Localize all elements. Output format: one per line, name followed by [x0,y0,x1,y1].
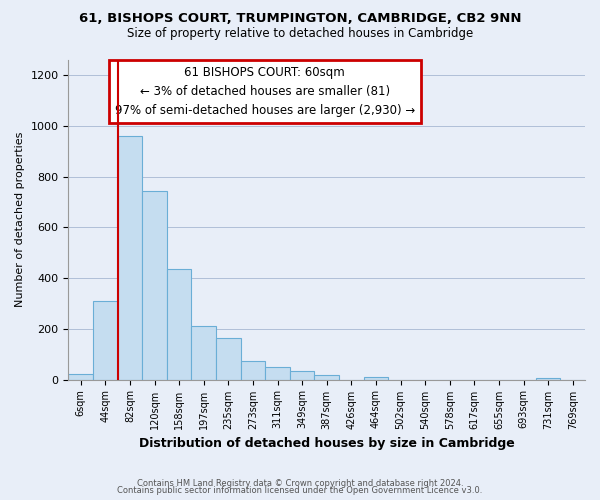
Bar [93,301,118,380]
X-axis label: Distribution of detached houses by size in Cambridge: Distribution of detached houses by size … [139,437,515,450]
Bar [142,190,167,380]
Text: Contains HM Land Registry data © Crown copyright and database right 2024.: Contains HM Land Registry data © Crown c… [137,478,463,488]
Text: Contains public sector information licensed under the Open Government Licence v3: Contains public sector information licen… [118,486,482,495]
Bar [364,377,388,380]
Bar [167,269,191,380]
Text: 61 BISHOPS COURT: 60sqm
← 3% of detached houses are smaller (81)
97% of semi-det: 61 BISHOPS COURT: 60sqm ← 3% of detached… [115,66,415,118]
Bar [536,378,560,380]
Bar [241,361,265,380]
Bar [265,368,290,380]
Text: 61, BISHOPS COURT, TRUMPINGTON, CAMBRIDGE, CB2 9NN: 61, BISHOPS COURT, TRUMPINGTON, CAMBRIDG… [79,12,521,26]
Bar [68,374,93,380]
Text: Size of property relative to detached houses in Cambridge: Size of property relative to detached ho… [127,28,473,40]
Bar [216,338,241,380]
Bar [314,375,339,380]
Bar [118,136,142,380]
Y-axis label: Number of detached properties: Number of detached properties [15,132,25,308]
Bar [290,371,314,380]
Bar [191,326,216,380]
